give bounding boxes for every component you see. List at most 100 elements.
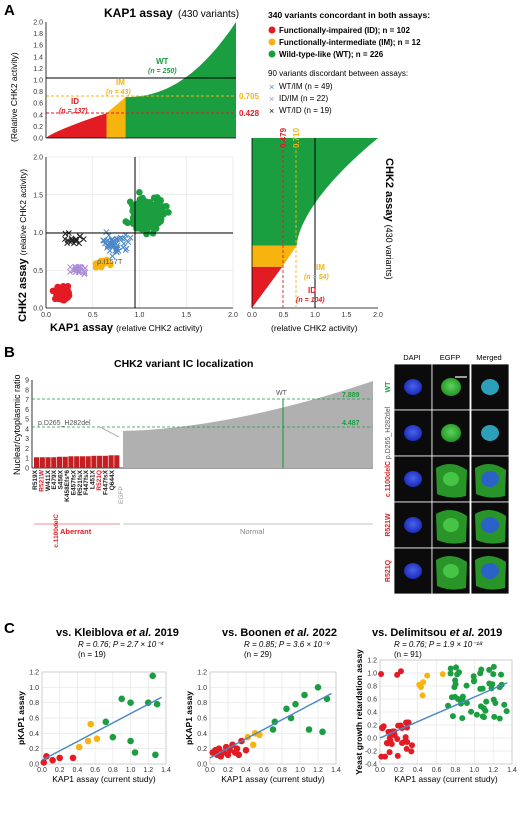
c-xtick: 0.8 [108, 767, 118, 774]
b-ytick: 8 [25, 387, 29, 394]
c-ylabel: pKAP1 assay [16, 691, 26, 745]
c-point [486, 666, 493, 673]
chk2-waterfall-chart: 0.479 0.710 0.0 0.5 1.0 1.5 2.0 (relative CH… [247, 127, 395, 333]
b-annotation: p.D265_H282del [38, 420, 91, 427]
legend-disc-header: 90 variants discordant between assays: [268, 69, 408, 78]
scatter-points [49, 189, 172, 304]
scatter-cross [72, 238, 79, 245]
scatter-cross [76, 240, 83, 247]
c-point [249, 741, 257, 749]
c-ytick: 1.2 [29, 670, 39, 677]
b-aberrant-bar [85, 456, 91, 468]
image-row-label: R521Q [385, 559, 392, 582]
c-xtick: 1.0 [126, 767, 136, 774]
chk2-threshold-label-1: 0.479 [279, 127, 288, 148]
b-aberrant-bar [45, 457, 51, 468]
c-xtick: 1.4 [507, 767, 517, 774]
c-point [447, 670, 454, 677]
b-egfp-label: EGFP [118, 486, 125, 504]
c-point [49, 756, 56, 764]
c-point [233, 745, 241, 752]
scatter-cross [103, 229, 110, 235]
scatter-tick-labels: 0.00.0 0.5 0.5 1.0 1.0 1.5 1.5 2.0 2.0 [33, 155, 238, 320]
micro-cell [393, 501, 433, 549]
c-ytick: 0.2 [197, 746, 207, 753]
c-point [56, 754, 64, 762]
c-point [93, 735, 101, 742]
scatter-point [61, 292, 69, 300]
kap1-wt-fill [125, 22, 236, 138]
c-ytick: -0.4 [365, 762, 377, 769]
c-point [84, 737, 92, 745]
b-variant-label: R521Q [96, 470, 103, 491]
c-point [271, 718, 279, 726]
kap1-ytick: 1.6 [33, 43, 43, 50]
c-point [386, 749, 393, 756]
c-point [492, 700, 499, 707]
c-frame [41, 671, 167, 765]
chk2-im-label: IM [316, 263, 325, 272]
kap1-ytick: 0.4 [33, 112, 43, 119]
c-xtick: 0.6 [432, 767, 442, 774]
c-ytick: 0.4 [29, 731, 39, 738]
c-ytick: 0.6 [197, 716, 207, 723]
legend-id-marker [268, 26, 276, 34]
kap1-threshold-label-2: 0.428 [239, 109, 260, 118]
image-row-label: c.1100delC [385, 461, 392, 497]
c-point [152, 751, 159, 759]
egfp-nucleus [443, 564, 459, 578]
b-ytick: 6 [25, 407, 29, 414]
merged-nucleus [481, 563, 499, 579]
c-point [404, 739, 411, 746]
c-point [394, 736, 401, 743]
b-variant-label: Q644X [109, 469, 116, 490]
scatter-cross [106, 239, 113, 246]
c-ytick: 0.8 [29, 700, 39, 707]
c-title: vs. Delimitsou et al. 2019 [372, 627, 502, 639]
c-point [470, 678, 477, 685]
legend-disc-id-im: ID/IM (n = 22) [279, 94, 328, 103]
c-point [127, 737, 134, 745]
legend-im-marker [268, 38, 276, 46]
scatter-ytick: 0.5 [33, 268, 43, 275]
c-xlabel: KAP1 assay (current study) [394, 774, 498, 784]
img-col-egfp: EGFP [440, 353, 460, 362]
c-point [408, 748, 415, 755]
c-point [149, 672, 157, 680]
c-point [380, 723, 387, 730]
c-stat1: R = 0.85; P = 3.6 × 10⁻⁹ [244, 640, 330, 649]
scatter-cross [115, 247, 122, 254]
c-point [102, 718, 110, 726]
c-point [496, 715, 503, 722]
scatter-y-label: CHK2 assay (relative CHK2 activity) [17, 169, 29, 322]
c-point [378, 670, 385, 677]
c-stat2: (n = 29) [244, 650, 272, 659]
c-point [490, 663, 497, 670]
panel-label-c: C [4, 620, 15, 637]
kap1-id-n: (n = 137) [59, 108, 88, 115]
c-xtick: 0.4 [241, 767, 251, 774]
chk2-xtick: 1.0 [310, 312, 320, 319]
c-xtick: 0.6 [259, 767, 269, 774]
legend-cross-id-im: × [269, 94, 274, 104]
scatter-cross [127, 234, 134, 241]
c-point [449, 713, 456, 720]
scatter-point [144, 222, 152, 230]
scatter-cross [110, 242, 117, 249]
b-variant-label: R521W [38, 469, 45, 492]
chk2-id-fill [252, 266, 283, 308]
b-ytick: 4 [25, 426, 29, 433]
kap1-ytick: 0.6 [33, 101, 43, 108]
c-point [419, 692, 426, 699]
c-xtick: 0.4 [73, 767, 83, 774]
c-point [453, 664, 460, 671]
b-ytick: 7 [25, 397, 29, 404]
b-line-label-1: 7.889 [342, 392, 360, 399]
kap1-ylabel: (Relative CHK2 activity) [9, 52, 19, 142]
b-variant-label: F447fsX [83, 469, 90, 495]
egfp-nucleus [441, 424, 461, 442]
c-xtick: 1.4 [161, 767, 171, 774]
c-point [480, 705, 487, 712]
